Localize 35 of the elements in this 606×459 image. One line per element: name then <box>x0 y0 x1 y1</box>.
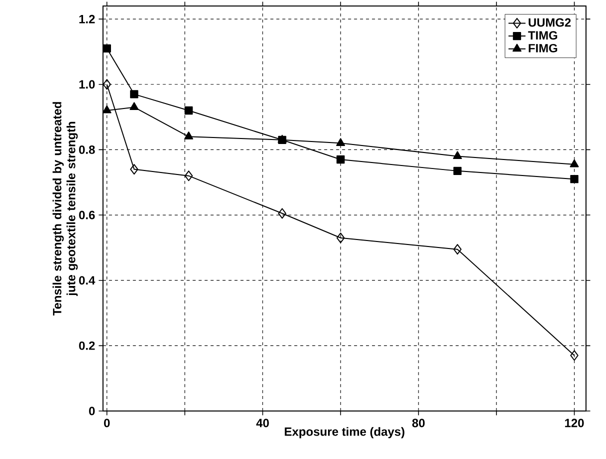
point <box>102 105 112 114</box>
point <box>453 244 462 255</box>
point <box>278 208 286 219</box>
point <box>336 138 346 146</box>
point <box>570 175 578 184</box>
y-tick-label: 0.2 <box>79 341 95 350</box>
y-tick-label: 0.8 <box>79 145 95 154</box>
point <box>130 90 138 98</box>
y-tick-label: 0 <box>89 406 95 416</box>
y-tick-label: 0.6 <box>79 210 95 220</box>
point <box>570 350 578 361</box>
legend-label: TIMG <box>528 31 558 40</box>
point <box>102 79 111 90</box>
x-tick-label: 0 <box>104 418 110 428</box>
legend-label: UUMG2 <box>528 18 571 27</box>
y-tick-label: 1.0 <box>79 80 95 89</box>
x-tick-label: 120 <box>565 418 584 428</box>
y-axis-title: Tensile strength divided by untreated jute geotextile tensile strength <box>52 102 78 316</box>
point <box>184 106 193 115</box>
point <box>184 170 193 182</box>
y-tick-label: 1.2 <box>79 14 95 24</box>
point <box>102 44 111 53</box>
x-tick-label: 80 <box>412 418 425 428</box>
point <box>570 159 579 168</box>
point <box>336 232 345 244</box>
point <box>453 166 462 176</box>
x-tick-label: 40 <box>256 418 269 428</box>
x-axis-title: Exposure time (days) <box>284 427 404 438</box>
point <box>452 151 462 160</box>
point <box>130 164 138 175</box>
point <box>184 132 194 140</box>
legend-label: FIMG <box>528 44 558 52</box>
y-tick-label: 0.4 <box>79 276 96 285</box>
point <box>130 102 139 110</box>
point <box>336 155 345 164</box>
